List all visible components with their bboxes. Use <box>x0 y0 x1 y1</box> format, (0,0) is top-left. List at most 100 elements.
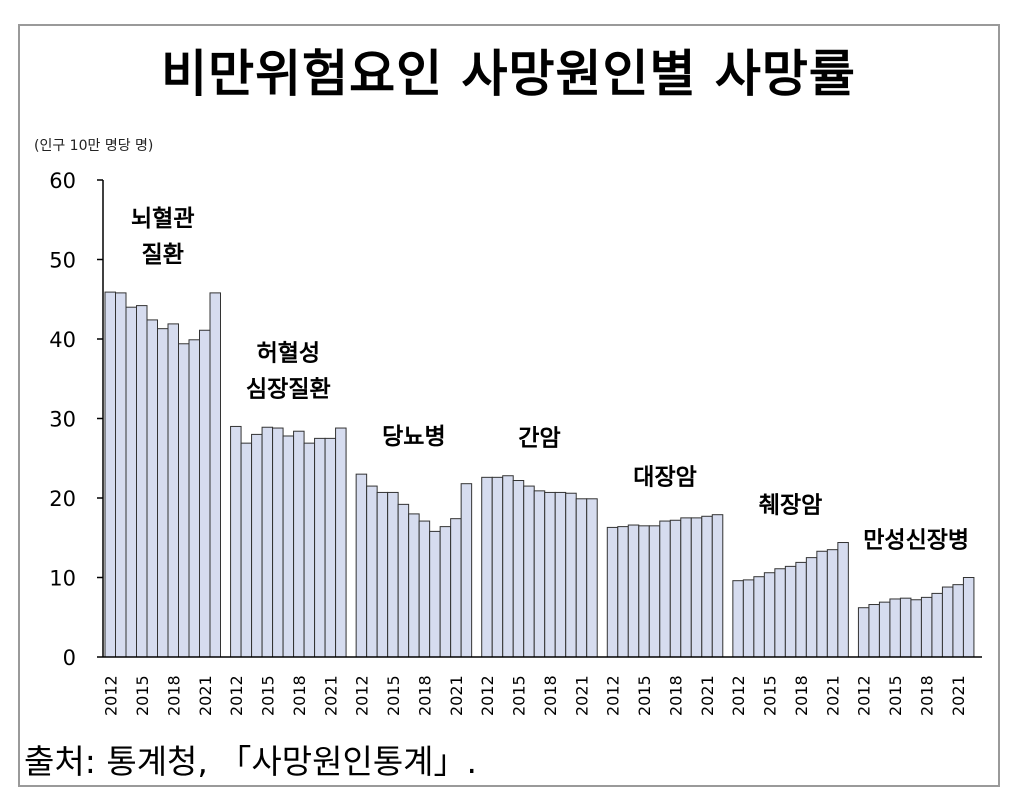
bar <box>251 433 263 658</box>
x-tick-label: 2015 <box>258 675 277 716</box>
group-label: 심장질환 <box>246 376 331 402</box>
y-unit-label: (인구 10만 명당 명) <box>34 138 154 154</box>
x-tick-label: 2012 <box>227 675 246 716</box>
group-label: 대장암 <box>633 465 696 491</box>
bar <box>272 427 284 658</box>
bar <box>669 519 682 658</box>
bar <box>889 598 901 658</box>
bar <box>125 306 137 658</box>
bar <box>199 329 211 658</box>
x-tick-label: 2021 <box>321 675 340 716</box>
source-note: 출처: 통계청, 「사망원인통계」. <box>24 742 478 781</box>
y-tick-label: 40 <box>49 328 76 352</box>
y-tick-label: 30 <box>49 408 76 432</box>
group-label: 췌장암 <box>759 493 822 519</box>
bar <box>837 542 849 658</box>
bar <box>178 343 190 658</box>
bar <box>826 549 839 658</box>
bar <box>523 485 535 658</box>
x-tick-label: 2015 <box>635 675 654 716</box>
bar <box>732 580 744 658</box>
x-tick-label: 2018 <box>918 675 937 716</box>
bar <box>690 517 703 658</box>
y-tick-label: 0 <box>63 646 76 670</box>
x-tick-label: 2018 <box>667 675 686 716</box>
bar <box>648 525 661 658</box>
bar <box>230 425 242 658</box>
x-tick-label: 2012 <box>352 675 371 716</box>
bar <box>680 517 692 658</box>
bar <box>460 483 473 658</box>
bar <box>816 550 828 658</box>
bar <box>491 476 504 658</box>
bar <box>711 514 724 658</box>
bar <box>931 592 943 658</box>
bar <box>376 491 389 658</box>
bar <box>502 475 514 658</box>
x-tick-label: 2021 <box>698 675 717 716</box>
bar <box>261 426 274 658</box>
bar <box>104 291 116 658</box>
y-tick-label: 10 <box>49 567 76 591</box>
x-tick-label: 2015 <box>886 675 905 716</box>
y-tick-label: 20 <box>49 487 76 511</box>
x-tick-label: 2021 <box>949 675 968 716</box>
bar <box>544 491 556 658</box>
x-axis: 2012 2015 2018 2021 2012 2015 2018 2021 2012 2015… <box>101 656 982 716</box>
x-tick-label: 2015 <box>133 675 152 716</box>
group-label: 뇌혈관 <box>131 206 194 232</box>
bar <box>878 601 891 658</box>
bar <box>387 491 399 658</box>
bar <box>324 437 337 658</box>
x-tick-label: 2012 <box>478 675 497 716</box>
x-tick-label: 2021 <box>572 675 591 716</box>
bar <box>146 319 158 658</box>
group-label: 만성신장병 <box>863 528 969 554</box>
bar <box>136 305 148 658</box>
bar <box>617 526 629 658</box>
group-label: 질환 <box>142 242 184 268</box>
x-tick-label: 2018 <box>290 675 309 716</box>
bar <box>565 492 577 658</box>
group-label: 허혈성 <box>257 340 320 366</box>
group-label: 간암 <box>518 426 560 452</box>
x-tick-label: 2012 <box>101 675 120 716</box>
bar <box>533 490 546 658</box>
bar <box>439 526 452 658</box>
bar <box>586 498 598 658</box>
x-tick-label: 2021 <box>824 675 843 716</box>
bar <box>575 498 588 658</box>
bar <box>962 577 975 658</box>
bar <box>335 427 347 658</box>
bar <box>805 557 818 658</box>
x-tick-label: 2015 <box>761 675 780 716</box>
x-tick-label: 2018 <box>415 675 434 716</box>
bar <box>282 435 295 658</box>
bar <box>868 604 880 658</box>
x-tick-label: 2012 <box>855 675 874 716</box>
bar <box>627 524 640 658</box>
bar <box>167 323 179 658</box>
x-tick-label: 2018 <box>164 675 183 716</box>
x-tick-label: 2021 <box>196 675 215 716</box>
bar <box>418 520 431 658</box>
bar <box>774 568 786 658</box>
x-tick-label: 2012 <box>729 675 748 716</box>
bar <box>429 530 441 658</box>
bars <box>104 291 975 658</box>
group-label: 당뇨병 <box>382 424 445 450</box>
bar <box>366 485 378 658</box>
bar <box>941 586 954 658</box>
x-tick-label: 2018 <box>792 675 811 716</box>
bar <box>481 476 493 658</box>
chart-frame <box>18 24 1000 787</box>
bar <box>157 328 169 658</box>
x-tick-label: 2021 <box>447 675 466 716</box>
bar <box>857 607 870 658</box>
bar <box>920 596 933 658</box>
bar <box>899 597 912 658</box>
y-tick-label: 50 <box>49 249 76 273</box>
x-tick-label: 2015 <box>509 675 528 716</box>
bar <box>952 584 964 658</box>
